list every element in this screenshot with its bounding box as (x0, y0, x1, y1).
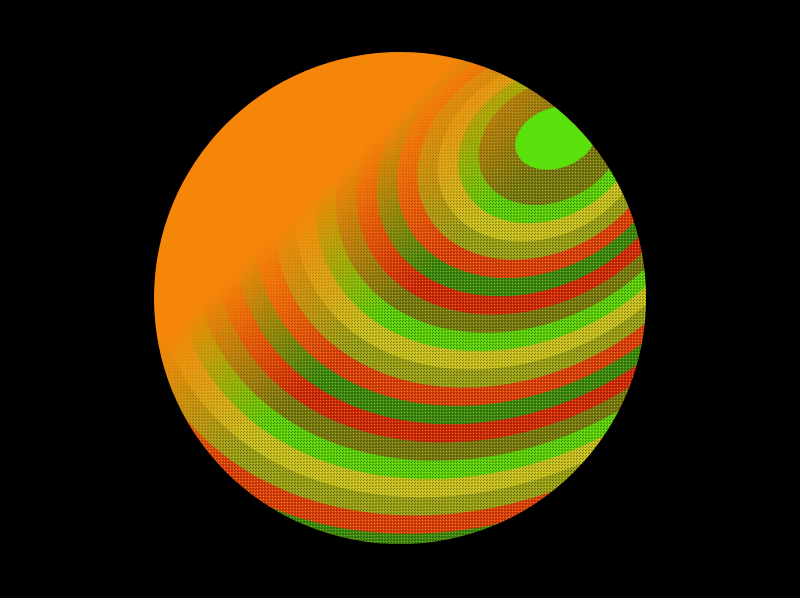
dither-overlay (154, 52, 646, 544)
